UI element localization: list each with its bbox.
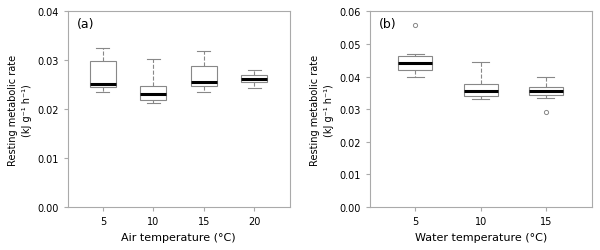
PathPatch shape: [529, 88, 563, 95]
Y-axis label: Resting metabolic rate
(kJ g⁻¹ h⁻¹): Resting metabolic rate (kJ g⁻¹ h⁻¹): [8, 54, 32, 165]
X-axis label: Air temperature (°C): Air temperature (°C): [121, 232, 236, 242]
PathPatch shape: [191, 67, 217, 86]
PathPatch shape: [90, 62, 116, 88]
Text: (a): (a): [76, 18, 94, 31]
PathPatch shape: [140, 86, 166, 101]
Text: (b): (b): [379, 18, 396, 31]
X-axis label: Water temperature (°C): Water temperature (°C): [415, 232, 547, 242]
PathPatch shape: [398, 57, 433, 71]
PathPatch shape: [241, 76, 268, 83]
PathPatch shape: [464, 84, 497, 97]
Y-axis label: Resting metabolic rate
(kJ g⁻¹ h⁻¹): Resting metabolic rate (kJ g⁻¹ h⁻¹): [310, 54, 334, 165]
